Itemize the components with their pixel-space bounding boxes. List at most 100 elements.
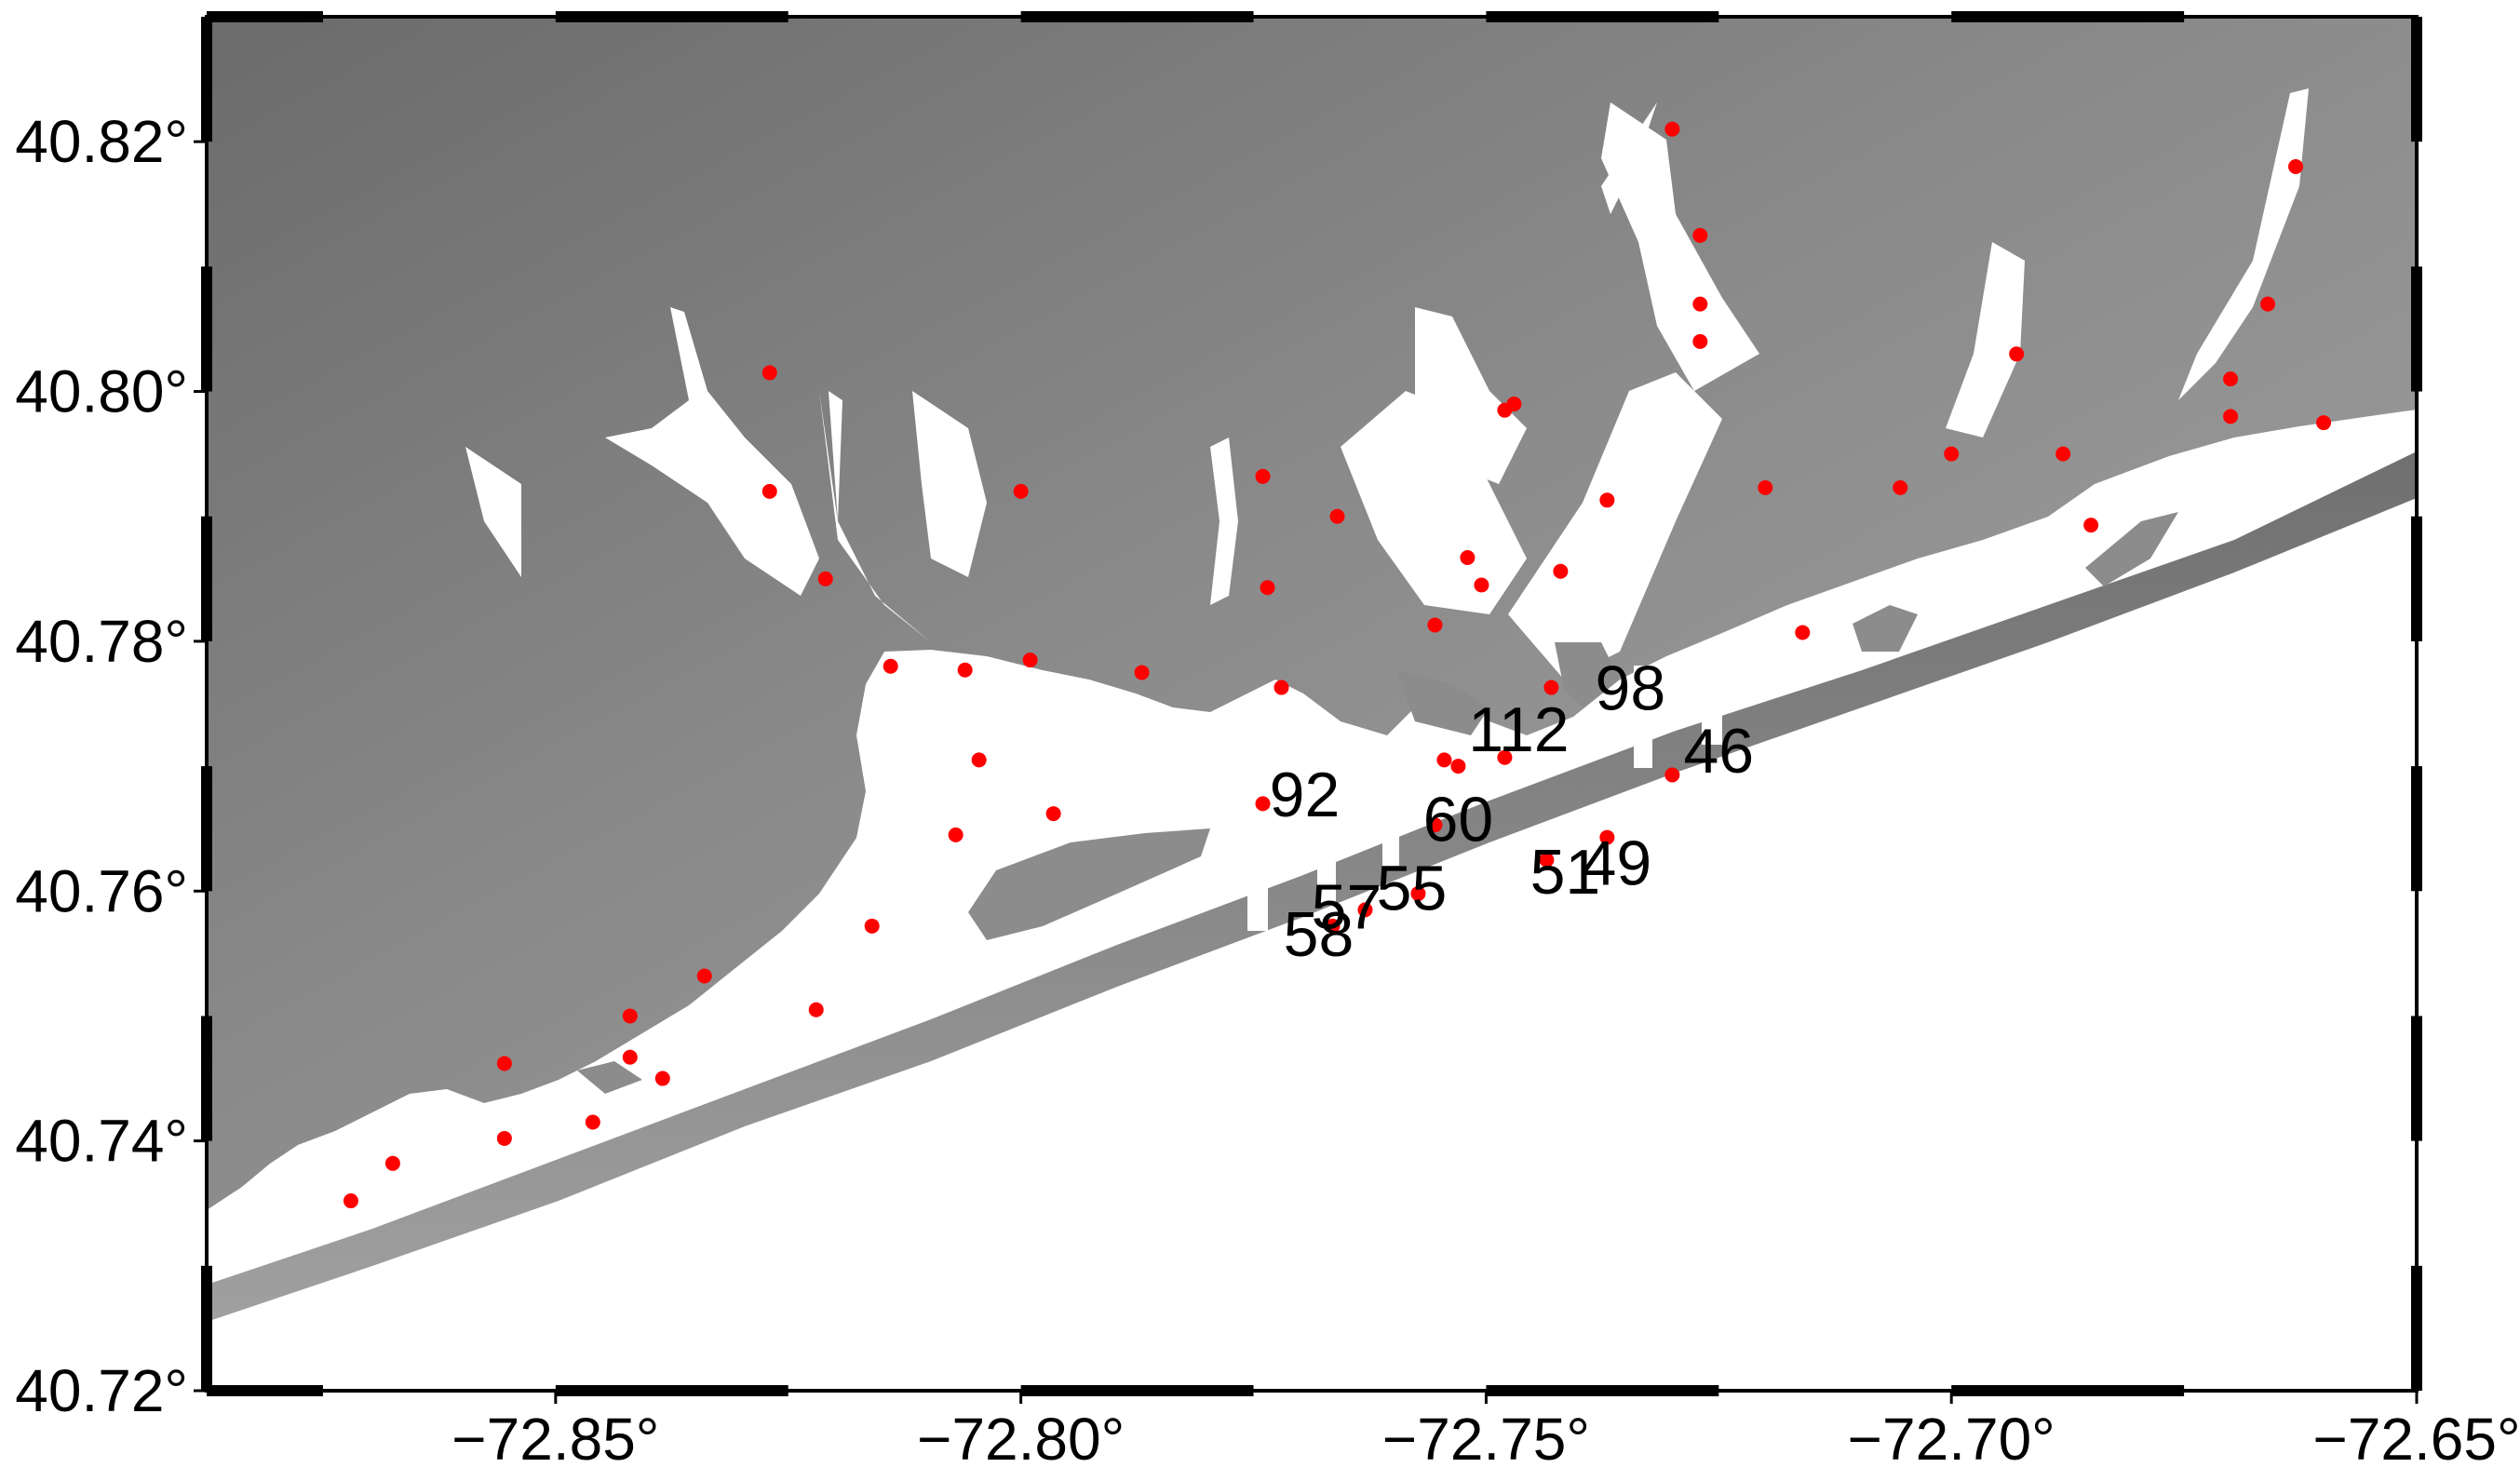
station-label: 55 <box>1377 853 1448 923</box>
border-check-left <box>201 266 212 392</box>
station-point <box>343 1193 358 1209</box>
station-point <box>817 571 833 586</box>
x-tick-label: −72.85° <box>451 1406 659 1473</box>
border-check-top <box>207 11 323 22</box>
station-point <box>1539 852 1555 868</box>
y-tick-label: 40.82° <box>15 108 188 175</box>
station-point <box>622 1049 638 1065</box>
station-point <box>1497 749 1513 765</box>
station-point <box>1553 563 1569 579</box>
station-point <box>1692 227 1708 243</box>
inlet-gaps <box>1247 652 1722 931</box>
y-tick-label: 40.74° <box>15 1108 188 1175</box>
border-check-left <box>201 17 212 142</box>
station-point <box>808 1002 824 1017</box>
station-point <box>1599 492 1615 508</box>
border-check-left <box>201 766 212 892</box>
x-tick-label: −72.65° <box>2312 1406 2520 1473</box>
station-point <box>1543 680 1559 695</box>
y-tick-label: 40.76° <box>15 857 188 924</box>
border-check-right <box>2411 516 2422 641</box>
station-label: 60 <box>1423 785 1494 855</box>
station-point <box>1893 479 1908 495</box>
x-tick-label: −72.75° <box>1382 1406 1590 1473</box>
border-check-top <box>555 11 788 22</box>
station-point <box>1325 918 1341 934</box>
station-point <box>1134 665 1150 680</box>
station-point <box>1450 759 1466 774</box>
station-point <box>2223 371 2239 387</box>
station-point <box>1357 902 1373 918</box>
station-point <box>1013 483 1029 499</box>
x-tick-label: −72.70° <box>1848 1406 2055 1473</box>
station-point <box>2260 296 2276 312</box>
border-check-bottom <box>1486 1385 1719 1396</box>
station-point <box>761 483 777 499</box>
station-label: 112 <box>1468 694 1569 765</box>
station-points <box>343 121 2332 1209</box>
station-point <box>1410 885 1426 901</box>
station-point <box>1758 479 1773 495</box>
border-check-top <box>1951 11 2185 22</box>
station-point <box>622 1008 638 1024</box>
border-check-bottom <box>207 1385 323 1396</box>
station-point <box>1692 296 1708 312</box>
station-point <box>1944 446 1960 462</box>
station-point <box>1692 333 1708 349</box>
y-tick-label: 40.80° <box>15 358 188 425</box>
border-check-top <box>1020 11 1254 22</box>
station-point <box>384 1155 400 1171</box>
border-check-bottom <box>1020 1385 1254 1396</box>
station-point <box>971 752 987 768</box>
station-point <box>1329 508 1345 524</box>
station-point <box>883 658 898 674</box>
station-label: 98 <box>1596 653 1666 724</box>
station-label: 57 <box>1312 872 1382 943</box>
station-label: 58 <box>1284 899 1354 970</box>
border-check-bottom <box>1951 1385 2185 1396</box>
station-point <box>1255 796 1271 812</box>
frame-border-checkers <box>201 11 2422 1396</box>
border-check-top <box>1486 11 1719 22</box>
station-point <box>1273 680 1289 695</box>
border-check-bottom <box>555 1385 788 1396</box>
station-point <box>864 918 880 934</box>
station-point <box>1255 468 1271 484</box>
station-point <box>1427 817 1443 833</box>
longitude-tick-labels: −72.85° −72.80° −72.75° −72.70° −72.65° <box>451 1391 2520 1473</box>
station-point <box>1427 617 1443 633</box>
station-point <box>2055 446 2071 462</box>
station-point <box>761 365 777 381</box>
station-point <box>957 662 973 678</box>
marsh-islands <box>577 512 2178 1094</box>
station-point <box>948 827 964 842</box>
station-point <box>496 1056 512 1071</box>
station-label: 92 <box>1270 760 1341 830</box>
latitude-tick-labels: 40.72° 40.74° 40.76° 40.78° 40.80° 40.82° <box>15 108 207 1424</box>
y-tick-label: 40.72° <box>15 1357 188 1424</box>
border-check-left <box>201 1265 212 1391</box>
station-point <box>1795 625 1811 640</box>
barrier-beach <box>207 451 2417 1322</box>
station-point <box>496 1130 512 1146</box>
border-check-right <box>2411 17 2422 142</box>
station-point <box>2223 409 2239 424</box>
station-point <box>696 968 712 984</box>
map-area <box>207 17 2417 1391</box>
creeks <box>465 88 2309 680</box>
border-check-right <box>2411 266 2422 392</box>
station-point <box>654 1070 670 1086</box>
western-marsh <box>207 1024 689 1252</box>
station-point <box>1474 577 1489 593</box>
station-point <box>1664 121 1680 137</box>
station-point <box>1260 580 1275 596</box>
y-tick-label: 40.78° <box>15 608 188 675</box>
station-point <box>1664 767 1680 783</box>
station-point <box>2288 159 2304 175</box>
station-point <box>2009 346 2025 362</box>
border-check-right <box>2411 1016 2422 1141</box>
station-label: 49 <box>1582 828 1652 899</box>
station-label: 51 <box>1530 837 1601 908</box>
station-point <box>2083 518 2099 533</box>
